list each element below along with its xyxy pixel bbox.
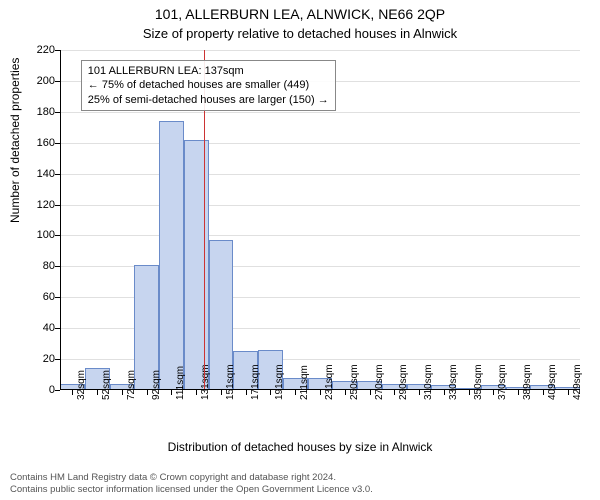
x-axis-label: Distribution of detached houses by size … bbox=[0, 440, 600, 454]
chart-title-2: Size of property relative to detached ho… bbox=[0, 26, 600, 41]
x-tick-mark bbox=[370, 390, 371, 395]
x-tick-mark bbox=[97, 390, 98, 395]
info-box: 101 ALLERBURN LEA: 137sqm← 75% of detach… bbox=[81, 60, 336, 111]
y-tick-label: 20 bbox=[25, 353, 55, 365]
x-tick-mark bbox=[320, 390, 321, 395]
y-tick-label: 200 bbox=[25, 75, 55, 87]
x-tick-mark bbox=[147, 390, 148, 395]
y-tick-label: 140 bbox=[25, 168, 55, 180]
grid-line bbox=[60, 112, 580, 113]
footer-line-1: Contains HM Land Registry data © Crown c… bbox=[10, 472, 373, 484]
y-tick-label: 180 bbox=[25, 106, 55, 118]
footer-credits: Contains HM Land Registry data © Crown c… bbox=[10, 472, 373, 496]
info-box-line: 101 ALLERBURN LEA: 137sqm bbox=[88, 64, 329, 78]
y-axis-label: Number of detached properties bbox=[8, 58, 22, 223]
info-box-line: ← 75% of detached houses are smaller (44… bbox=[88, 78, 329, 92]
x-tick-mark bbox=[568, 390, 569, 395]
x-tick-mark bbox=[221, 390, 222, 395]
x-tick-mark bbox=[493, 390, 494, 395]
y-tick-label: 220 bbox=[25, 44, 55, 56]
histogram-bar bbox=[159, 121, 184, 390]
plot-area: 02040608010012014016018020022032sqm52sqm… bbox=[60, 50, 580, 390]
x-tick-mark bbox=[270, 390, 271, 395]
y-tick-label: 120 bbox=[25, 199, 55, 211]
x-tick-mark bbox=[543, 390, 544, 395]
x-tick-mark bbox=[246, 390, 247, 395]
y-tick-label: 0 bbox=[25, 384, 55, 396]
y-tick-label: 40 bbox=[25, 322, 55, 334]
y-tick-label: 80 bbox=[25, 260, 55, 272]
x-tick-mark bbox=[72, 390, 73, 395]
x-tick-mark bbox=[122, 390, 123, 395]
x-tick-mark bbox=[419, 390, 420, 395]
x-tick-mark bbox=[394, 390, 395, 395]
info-box-line: 25% of semi-detached houses are larger (… bbox=[88, 93, 329, 107]
x-tick-mark bbox=[196, 390, 197, 395]
x-tick-mark bbox=[444, 390, 445, 395]
y-tick-label: 160 bbox=[25, 137, 55, 149]
grid-line bbox=[60, 50, 580, 51]
grid-line bbox=[60, 205, 580, 206]
y-axis-line bbox=[60, 50, 61, 390]
chart-title-1: 101, ALLERBURN LEA, ALNWICK, NE66 2QP bbox=[0, 6, 600, 22]
chart-container: 101, ALLERBURN LEA, ALNWICK, NE66 2QP Si… bbox=[0, 0, 600, 500]
y-tick-label: 100 bbox=[25, 229, 55, 241]
x-tick-mark bbox=[295, 390, 296, 395]
histogram-bar bbox=[184, 140, 209, 390]
grid-line bbox=[60, 143, 580, 144]
grid-line bbox=[60, 235, 580, 236]
y-tick-label: 60 bbox=[25, 291, 55, 303]
x-tick-mark bbox=[171, 390, 172, 395]
x-tick-mark bbox=[469, 390, 470, 395]
x-tick-mark bbox=[518, 390, 519, 395]
x-tick-mark bbox=[345, 390, 346, 395]
grid-line bbox=[60, 174, 580, 175]
footer-line-2: Contains public sector information licen… bbox=[10, 484, 373, 496]
x-axis-line bbox=[60, 389, 580, 390]
y-tick-mark bbox=[55, 390, 60, 391]
